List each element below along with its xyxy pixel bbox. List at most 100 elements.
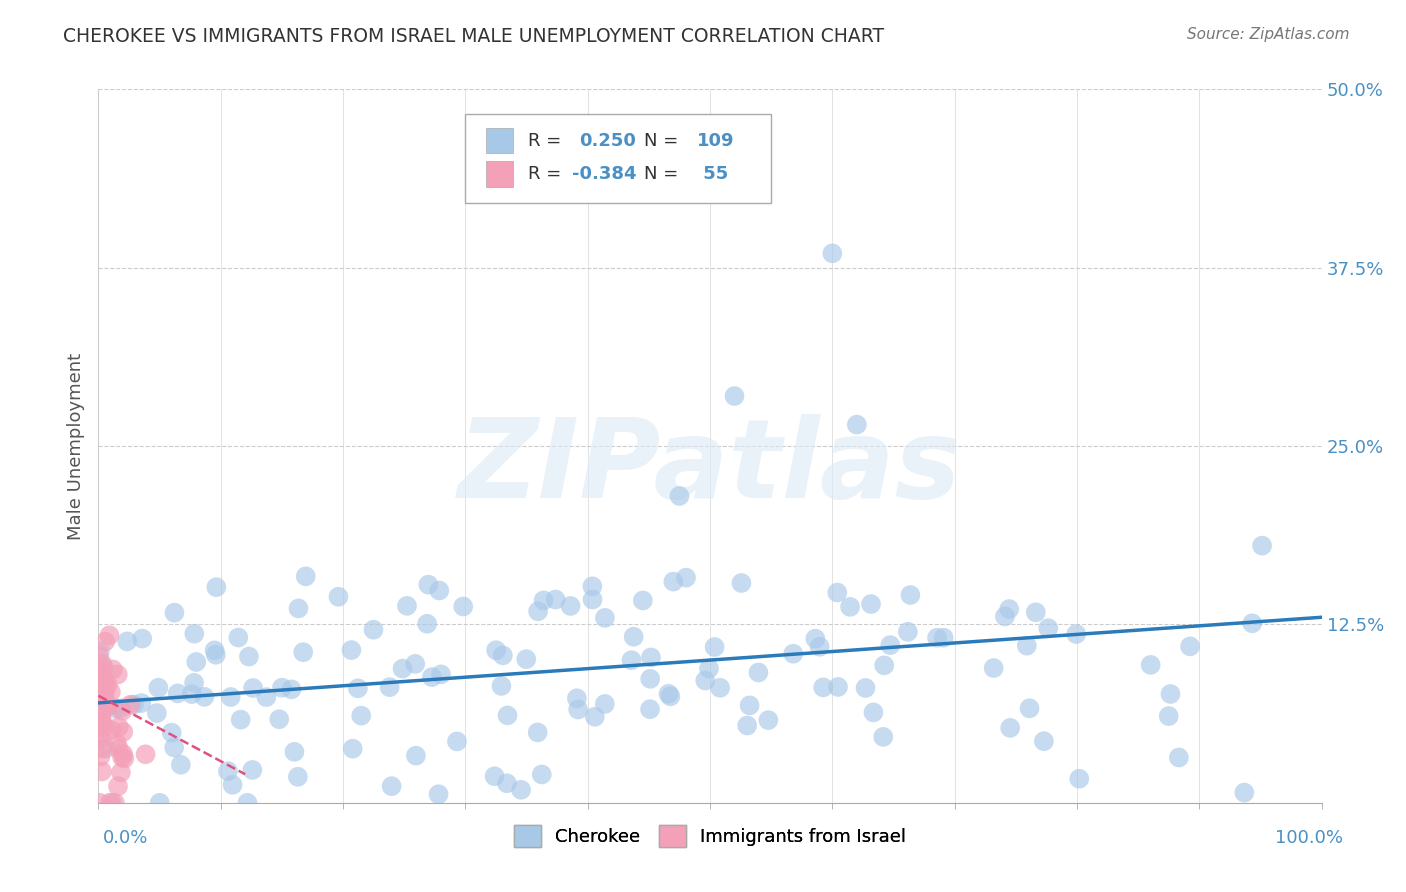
Point <box>492 648 515 663</box>
Point <box>738 698 761 713</box>
Point <box>219 690 242 704</box>
Point <box>107 779 129 793</box>
Point <box>131 632 153 646</box>
Point <box>623 630 645 644</box>
Point <box>1025 605 1047 619</box>
Text: CHEROKEE VS IMMIGRANTS FROM ISRAEL MALE UNEMPLOYMENT CORRELATION CHART: CHEROKEE VS IMMIGRANTS FROM ISRAEL MALE … <box>63 27 884 45</box>
Point <box>186 655 208 669</box>
Point <box>100 723 122 738</box>
Point <box>811 681 834 695</box>
Point <box>418 577 440 591</box>
Point <box>862 706 884 720</box>
Point <box>1233 786 1256 800</box>
Text: 0.0%: 0.0% <box>103 829 148 847</box>
Point <box>593 697 616 711</box>
Point <box>90 665 112 680</box>
Point <box>90 706 112 721</box>
Point <box>221 778 243 792</box>
Point <box>87 729 110 743</box>
Point <box>238 649 260 664</box>
Point <box>101 663 124 677</box>
Point <box>620 653 643 667</box>
Point <box>496 708 519 723</box>
Point <box>108 701 131 715</box>
Point <box>110 765 132 780</box>
Point <box>100 685 122 699</box>
Point <box>855 681 877 695</box>
Point <box>107 667 129 681</box>
Point <box>111 750 134 764</box>
Point <box>998 602 1021 616</box>
Point <box>97 699 120 714</box>
Point <box>879 638 901 652</box>
Point <box>446 734 468 748</box>
Point <box>269 712 291 726</box>
Point <box>90 731 112 746</box>
Point <box>527 604 550 618</box>
Point <box>242 763 264 777</box>
Point <box>148 681 170 695</box>
Point <box>1032 734 1054 748</box>
Point <box>544 592 567 607</box>
Point <box>180 687 202 701</box>
Point <box>427 583 450 598</box>
Point <box>217 764 239 779</box>
Point <box>381 779 404 793</box>
Point <box>163 740 186 755</box>
Point <box>735 718 758 732</box>
Point <box>420 670 443 684</box>
Point <box>363 623 385 637</box>
Point <box>287 601 309 615</box>
Point <box>342 741 364 756</box>
Point <box>495 776 517 790</box>
Point <box>347 681 370 696</box>
Point <box>131 696 153 710</box>
Text: 0.250: 0.250 <box>579 132 636 150</box>
Point <box>93 721 115 735</box>
Point <box>485 643 508 657</box>
Point <box>1139 657 1161 672</box>
FancyBboxPatch shape <box>486 128 513 153</box>
Point <box>105 737 128 751</box>
Point <box>1159 687 1181 701</box>
Point <box>404 657 426 671</box>
Point <box>756 713 779 727</box>
Y-axis label: Male Unemployment: Male Unemployment <box>66 352 84 540</box>
Point <box>697 662 720 676</box>
Point <box>107 720 129 734</box>
Point <box>662 574 685 589</box>
Point <box>1167 750 1189 764</box>
Point <box>827 585 849 599</box>
Point <box>631 593 654 607</box>
Point <box>515 652 537 666</box>
Point <box>236 796 259 810</box>
Point <box>703 640 725 654</box>
Point <box>1251 539 1274 553</box>
Point <box>91 764 114 779</box>
Point <box>94 681 117 696</box>
Point <box>242 681 264 695</box>
Point <box>90 686 112 700</box>
Point <box>994 609 1017 624</box>
Point <box>98 796 121 810</box>
Point <box>183 626 205 640</box>
Point <box>827 680 849 694</box>
Point <box>405 748 427 763</box>
Point <box>90 691 112 706</box>
Point <box>94 634 117 648</box>
Point <box>292 645 315 659</box>
Point <box>205 648 228 662</box>
Point <box>640 650 662 665</box>
Point <box>89 688 111 702</box>
Point <box>89 681 111 696</box>
Point <box>659 690 682 704</box>
Point <box>1241 616 1264 631</box>
Point <box>93 660 115 674</box>
Point <box>149 796 172 810</box>
Point <box>709 681 731 695</box>
Point <box>111 704 134 718</box>
Point <box>378 680 401 694</box>
Point <box>583 710 606 724</box>
Point <box>1038 621 1060 635</box>
Text: R =: R = <box>527 132 567 150</box>
